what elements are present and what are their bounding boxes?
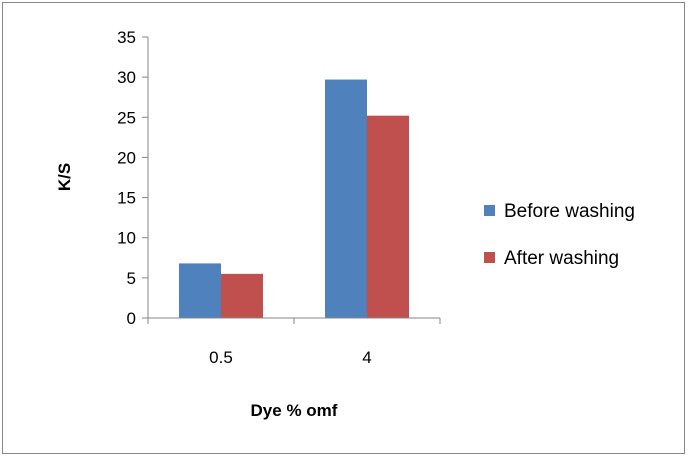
legend: Before washing After washing	[484, 201, 635, 269]
y-tick-label: 5	[127, 269, 136, 288]
y-tick-label: 10	[117, 229, 136, 248]
bar-after-washing-0.5	[221, 273, 263, 318]
x-tick-label: 0.5	[209, 348, 233, 367]
bar-after-washing-4	[367, 115, 409, 319]
y-tick-label: 35	[117, 28, 136, 47]
legend-label-before-washing: Before washing	[504, 201, 635, 222]
y-tick-label: 25	[117, 108, 136, 127]
y-tick-label: 0	[127, 309, 136, 328]
x-tick-label: 4	[362, 348, 371, 367]
y-axis-ticks: 0 5 10 15 20 25 30 35	[117, 28, 148, 328]
x-axis-ticks: 0.5 4	[147, 318, 441, 367]
y-axis-title: K/S	[55, 163, 74, 191]
y-tick-label: 15	[117, 189, 136, 208]
bars	[179, 79, 409, 319]
bar-before-washing-4	[325, 79, 367, 319]
x-axis-title: Dye % omf	[251, 401, 338, 420]
legend-swatch-before-washing	[484, 205, 495, 216]
y-tick-label: 20	[117, 148, 136, 167]
legend-label-after-washing: After washing	[504, 248, 619, 269]
y-tick-label: 30	[117, 68, 136, 87]
bar-before-washing-0.5	[179, 263, 221, 318]
legend-swatch-after-washing	[484, 252, 495, 263]
